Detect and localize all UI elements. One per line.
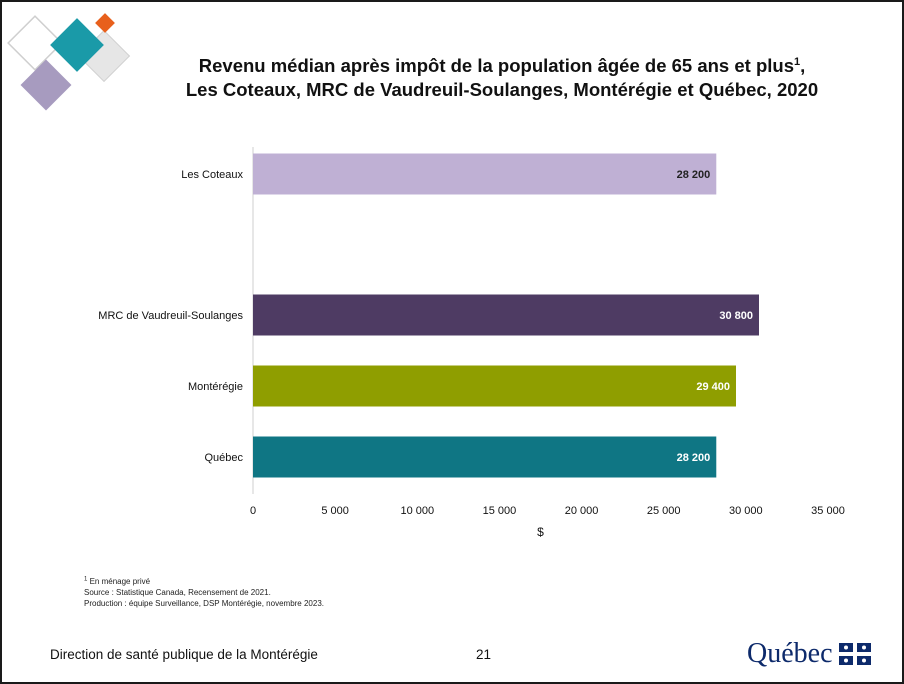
- logo-text: Québec: [747, 638, 833, 669]
- footnote-1: 1 En ménage privé: [84, 576, 151, 586]
- value-label-2: 29 400: [696, 381, 730, 393]
- title-line1: Revenu médian après impôt de la populati…: [198, 55, 794, 76]
- chart-title: Revenu médian après impôt de la populati…: [185, 55, 819, 100]
- diamond-tiles-decoration: [7, 13, 131, 111]
- x-tick-label-1: 5 000: [321, 505, 349, 517]
- x-tick-label-2: 10 000: [400, 505, 434, 517]
- x-tick-label-0: 0: [250, 505, 256, 517]
- title-line2: Les Coteaux, MRC de Vaudreuil-Soulanges,…: [185, 79, 819, 100]
- title-footnote-marker: 1: [793, 55, 801, 68]
- category-label-3: Québec: [204, 452, 243, 464]
- value-label-0: 28 200: [677, 169, 711, 181]
- x-tick-label-3: 15 000: [483, 505, 517, 517]
- deco-outline-diamond: [7, 15, 63, 71]
- x-tick-label-5: 25 000: [647, 505, 681, 517]
- value-label-1: 30 800: [719, 310, 753, 322]
- bar-3: [253, 436, 717, 478]
- fleurdelise-flag-icon: [838, 643, 871, 665]
- x-tick-label-4: 20 000: [565, 505, 599, 517]
- x-axis-label: $: [537, 525, 544, 539]
- deco-orange-diamond: [95, 13, 115, 33]
- x-tick-label-7: 35 000: [811, 505, 845, 517]
- value-label-3: 28 200: [677, 452, 711, 464]
- footer-organization: Direction de santé publique de la Montér…: [50, 647, 318, 662]
- footnote-source: Source : Statistique Canada, Recensement…: [84, 588, 271, 597]
- quebec-logo: Québec: [747, 635, 897, 673]
- x-tick-label-6: 30 000: [729, 505, 763, 517]
- category-label-2: Montérégie: [188, 381, 243, 393]
- category-label-1: MRC de Vaudreuil-Soulanges: [98, 310, 243, 322]
- bar-chart: Les Coteaux 28 200 MRC de Vaudreuil-Soulan…: [98, 147, 845, 539]
- deco-teal-diamond: [50, 18, 104, 72]
- bar-2: [253, 365, 736, 407]
- bar-0: [253, 153, 717, 195]
- footnotes: 1 En ménage privé Source : Statistique C…: [84, 576, 324, 609]
- page-number: 21: [476, 647, 492, 662]
- category-label-0: Les Coteaux: [181, 169, 243, 181]
- footnote-production: Production : équipe Surveillance, DSP Mo…: [84, 599, 324, 608]
- bar-1: [253, 294, 759, 336]
- deco-purple-diamond: [20, 59, 72, 111]
